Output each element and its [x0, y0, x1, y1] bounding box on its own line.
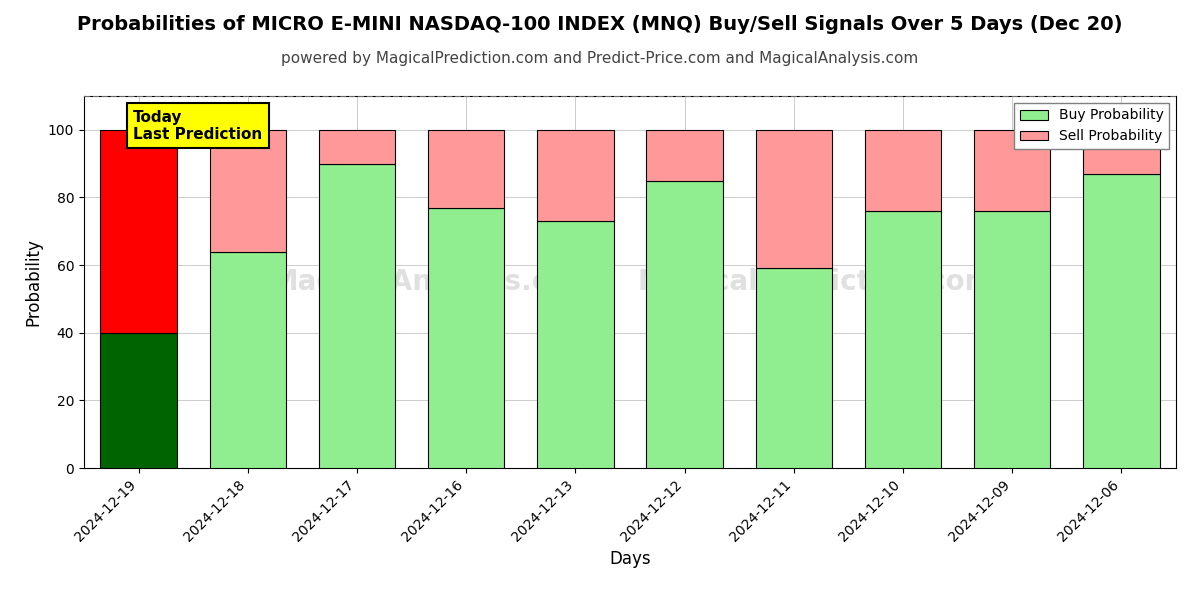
Text: MagicalPrediction.com: MagicalPrediction.com — [637, 268, 994, 296]
Bar — [1084, 130, 1159, 174]
Bar — [756, 130, 832, 268]
Bar — [319, 130, 395, 164]
Bar — [538, 221, 613, 468]
Bar — [974, 211, 1050, 468]
Bar — [538, 130, 613, 221]
Text: powered by MagicalPrediction.com and Predict-Price.com and MagicalAnalysis.com: powered by MagicalPrediction.com and Pre… — [281, 51, 919, 66]
Bar — [865, 211, 941, 468]
Text: Today
Last Prediction: Today Last Prediction — [133, 110, 263, 142]
X-axis label: Days: Days — [610, 550, 650, 568]
Bar — [210, 130, 286, 251]
Bar — [101, 333, 176, 468]
Bar — [319, 164, 395, 468]
Bar — [428, 130, 504, 208]
Bar — [756, 268, 832, 468]
Text: MagicalAnalysis.com: MagicalAnalysis.com — [270, 268, 596, 296]
Bar — [647, 181, 722, 468]
Bar — [865, 130, 941, 211]
Bar — [428, 208, 504, 468]
Text: Probabilities of MICRO E-MINI NASDAQ-100 INDEX (MNQ) Buy/Sell Signals Over 5 Day: Probabilities of MICRO E-MINI NASDAQ-100… — [77, 15, 1123, 34]
Bar — [1084, 174, 1159, 468]
Y-axis label: Probability: Probability — [24, 238, 42, 326]
Bar — [101, 130, 176, 333]
Bar — [974, 130, 1050, 211]
Bar — [647, 130, 722, 181]
Bar — [210, 251, 286, 468]
Legend: Buy Probability, Sell Probability: Buy Probability, Sell Probability — [1014, 103, 1169, 149]
